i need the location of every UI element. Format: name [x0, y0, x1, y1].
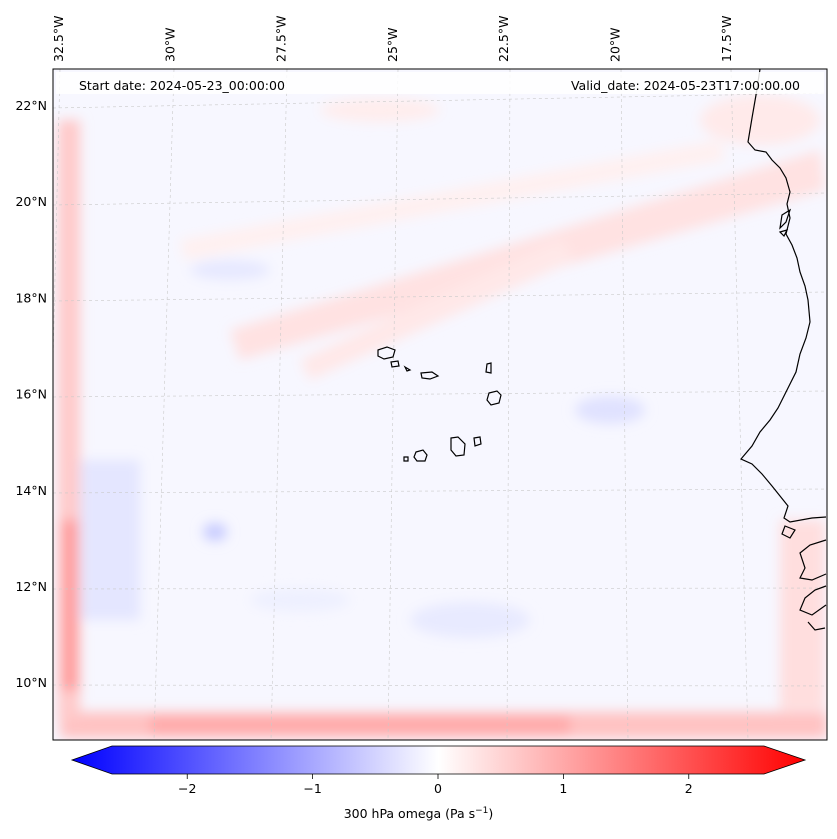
colorbar-tick-label: 2: [685, 781, 693, 796]
omega-field: [53, 69, 827, 740]
lat-label: 14°N: [15, 483, 47, 498]
colorbar-label-exponent: −1: [475, 806, 489, 816]
lon-label: 30°W: [162, 27, 177, 62]
lon-label: 20°W: [608, 27, 623, 62]
annotation-strip: [56, 72, 824, 94]
lat-label: 10°N: [15, 675, 47, 690]
lat-label: 12°N: [15, 579, 47, 594]
map-background: [53, 69, 827, 740]
graticule: [53, 69, 827, 740]
colorbar-tick-label: 0: [434, 781, 442, 796]
colorbar-body: [70, 745, 807, 775]
colorbar-ticks: −2 −1 0 1 2: [178, 774, 693, 796]
colorbar-label: 300 hPa omega (Pa s−1): [0, 806, 837, 821]
colorbar-tick-label: 1: [559, 781, 567, 796]
valid-date-label: Valid_date: 2024-05-23T17:00:00.00: [571, 78, 800, 93]
colorbar-tick-label: −2: [178, 781, 196, 796]
lon-label: 22.5°W: [496, 16, 511, 62]
colorbar-label-text: 300 hPa omega (Pa s: [343, 806, 476, 822]
lat-label: 20°N: [15, 194, 47, 209]
latitude-labels: 22°N 20°N 18°N 16°N 14°N 12°N 10°N: [15, 98, 47, 690]
lon-label: 17.5°W: [719, 16, 734, 62]
map-frame: [52, 68, 828, 741]
lat-label: 18°N: [15, 290, 47, 305]
colorbar-tick-label: −1: [303, 781, 321, 796]
coastline: [740, 69, 827, 631]
lon-label: 27.5°W: [274, 16, 289, 62]
colorbar: −2 −1 0 1 2: [70, 745, 807, 796]
start-date-label: Start date: 2024-05-23_00:00:00: [79, 78, 285, 93]
lon-label: 25°W: [385, 27, 400, 62]
longitude-labels: 32.5°W 30°W 27.5°W 25°W 22.5°W 20°W 17.5°W: [51, 16, 734, 62]
colorbar-label-close: ): [488, 806, 494, 822]
lon-label: 32.5°W: [51, 16, 66, 62]
lat-label: 16°N: [15, 387, 47, 402]
lat-label: 22°N: [15, 98, 47, 113]
omega-anomalies: [58, 95, 827, 738]
cape-verde-islands: [377, 346, 502, 462]
